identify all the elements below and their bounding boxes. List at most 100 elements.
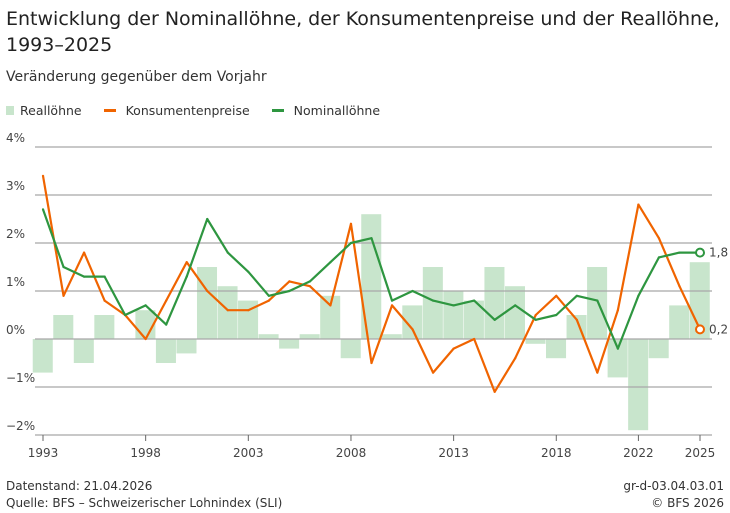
point-konsumentenpreise — [226, 309, 229, 312]
point-konsumentenpreise — [452, 347, 455, 350]
point-konsumentenpreise — [473, 337, 476, 341]
point-nominallohne — [247, 270, 250, 273]
legend-swatch-line — [103, 109, 116, 112]
point-konsumentenpreise — [534, 313, 537, 317]
copyright: © BFS 2026 — [651, 496, 724, 510]
legend: Reallöhne Konsumentenpreise Nominallöhne — [6, 103, 402, 118]
point-nominallohne — [431, 299, 435, 302]
point-nominallohne — [473, 299, 476, 302]
end-value-label: 1,8 — [709, 246, 728, 260]
x-tick-label: 1998 — [130, 446, 161, 460]
point-konsumentenpreise — [247, 309, 250, 312]
bar-reallohne — [669, 305, 690, 339]
point-nominallohne — [555, 313, 558, 317]
point-nominallohne — [514, 304, 517, 307]
point-nominallohne — [82, 275, 86, 278]
point-konsumentenpreise — [165, 299, 168, 302]
footer-left: Datenstand: 21.04.2026 Quelle: BFS – Sch… — [6, 478, 282, 512]
bar-reallohne — [320, 295, 341, 339]
point-konsumentenpreise — [103, 299, 106, 302]
point-nominallohne — [678, 251, 681, 254]
bar-reallohne — [32, 339, 53, 373]
point-konsumentenpreise — [349, 222, 353, 225]
legend-item-reallohne[interactable]: Reallöhne — [6, 103, 82, 118]
bar-reallohne — [628, 339, 649, 431]
bar-reallohne — [648, 339, 669, 359]
point-nominallohne — [452, 304, 455, 307]
bar-reallohne — [94, 315, 115, 339]
legend-label: Konsumentenpreise — [125, 103, 250, 118]
point-konsumentenpreise — [267, 299, 270, 302]
chart-title: Entwicklung der Nominallöhne, der Konsum… — [6, 8, 720, 56]
x-tick-label: 1993 — [28, 446, 59, 460]
x-tick-label: 2018 — [541, 446, 572, 460]
bar-reallohne — [443, 291, 464, 339]
end-marker — [695, 247, 705, 258]
point-nominallohne — [103, 275, 106, 278]
point-nominallohne — [288, 289, 291, 293]
point-nominallohne — [370, 237, 373, 240]
footer-right: gr-d-03.04.03.01 © BFS 2026 — [623, 478, 724, 512]
point-nominallohne — [616, 347, 619, 350]
bar-reallohne — [361, 214, 382, 339]
bar-reallohne — [463, 300, 484, 339]
bar-reallohne — [504, 286, 525, 339]
bar-reallohne — [340, 339, 361, 359]
point-nominallohne — [206, 217, 209, 221]
y-tick-label: 4% — [6, 131, 25, 145]
point-nominallohne — [329, 261, 332, 264]
point-nominallohne — [144, 304, 147, 307]
bar-reallohne — [546, 339, 567, 359]
point-nominallohne — [390, 299, 394, 302]
chart-subtitle: Veränderung gegenüber dem Vorjahr — [6, 69, 267, 85]
point-nominallohne — [534, 318, 537, 321]
point-nominallohne — [124, 313, 127, 317]
y-tick-label: 0% — [6, 323, 25, 337]
point-konsumentenpreise — [41, 174, 45, 177]
point-konsumentenpreise — [616, 309, 619, 312]
bar-reallohne — [422, 267, 443, 339]
legend-swatch-line — [271, 109, 284, 112]
point-nominallohne — [596, 299, 599, 302]
bar-reallohne — [53, 315, 74, 339]
y-tick-label: 1% — [6, 275, 25, 289]
point-nominallohne — [411, 289, 414, 293]
bar-reallohne — [258, 334, 279, 339]
point-nominallohne — [308, 280, 312, 283]
bar-reallohne — [279, 339, 300, 349]
point-konsumentenpreise — [555, 294, 558, 297]
legend-item-konsumentenpreise[interactable]: Konsumentenpreise — [103, 103, 250, 118]
bar-reallohne — [525, 339, 546, 344]
point-konsumentenpreise — [62, 294, 65, 297]
y-tick-label: 3% — [6, 179, 25, 193]
point-nominallohne — [493, 318, 496, 321]
point-konsumentenpreise — [575, 318, 578, 321]
bar-reallohne — [196, 267, 218, 339]
chart-code: gr-d-03.04.03.01 — [623, 479, 724, 493]
point-konsumentenpreise — [411, 328, 414, 331]
source: Quelle: BFS – Schweizerischer Lohnindex … — [6, 496, 283, 510]
point-konsumentenpreise — [596, 371, 599, 374]
point-konsumentenpreise — [678, 285, 681, 288]
bar-reallohne — [587, 267, 608, 339]
x-tick-label: 2025 — [685, 446, 716, 460]
point-nominallohne — [62, 265, 65, 269]
point-nominallohne — [575, 294, 578, 297]
bar-reallohne — [402, 305, 423, 339]
x-tick-label: 2022 — [623, 446, 654, 460]
point-konsumentenpreise — [185, 261, 188, 264]
point-nominallohne — [349, 241, 353, 245]
point-konsumentenpreise — [637, 203, 640, 206]
end-value-label: 0,2 — [709, 322, 728, 336]
legend-item-nominallohne[interactable]: Nominallöhne — [271, 103, 380, 118]
point-nominallohne — [41, 208, 45, 211]
bar-reallohne — [176, 339, 197, 354]
point-konsumentenpreise — [514, 357, 517, 360]
legend-label: Reallöhne — [20, 103, 82, 118]
bar-reallohne — [299, 334, 320, 339]
bar-reallohne — [73, 339, 94, 363]
point-nominallohne — [637, 294, 640, 297]
point-konsumentenpreise — [390, 304, 394, 307]
